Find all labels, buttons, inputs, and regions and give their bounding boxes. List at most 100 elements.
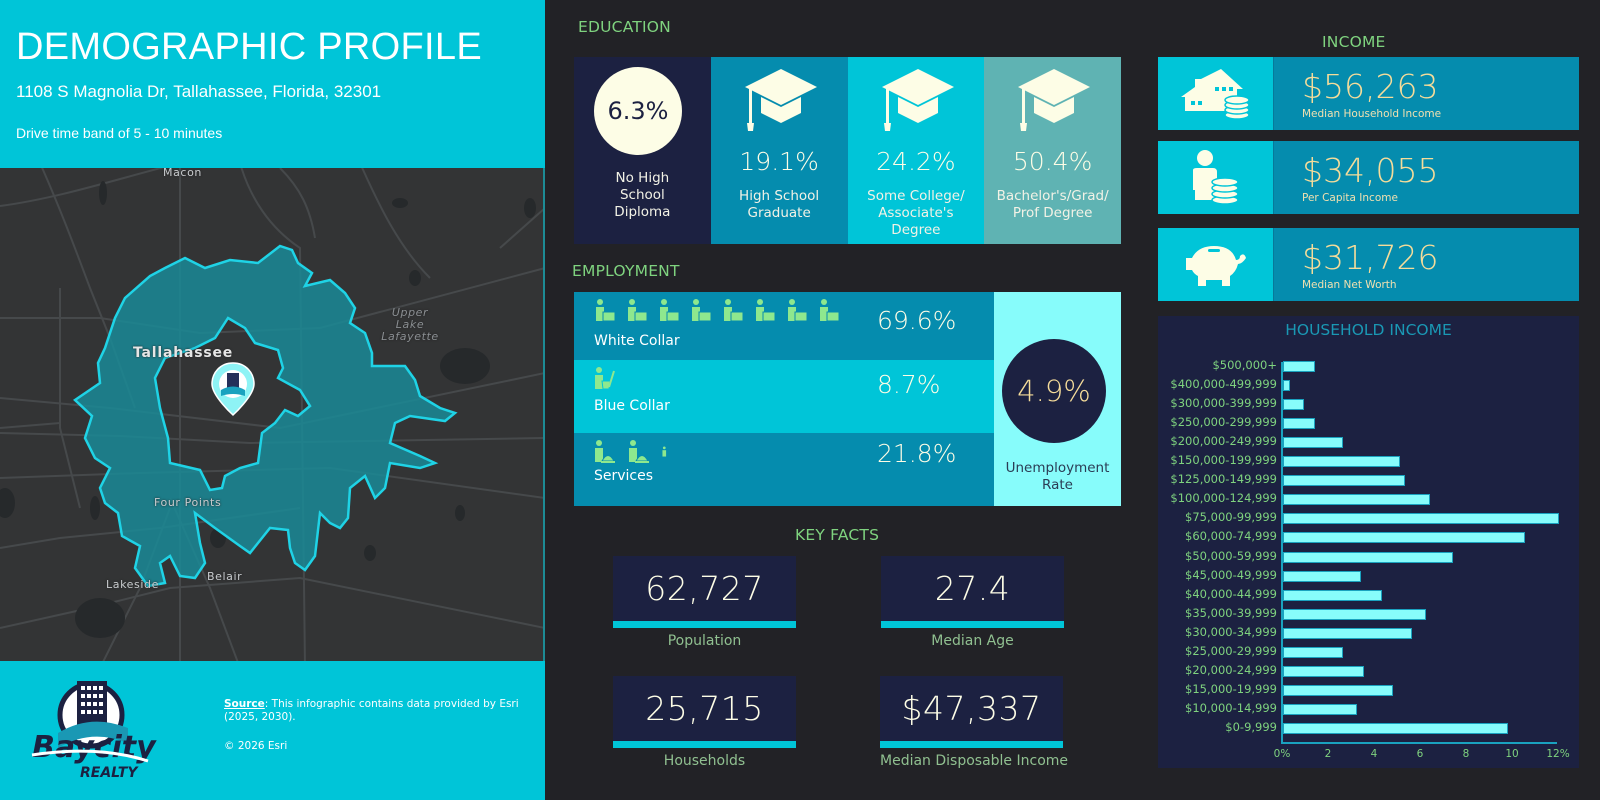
chart-category-label: $25,000-29,999 [1185, 643, 1277, 658]
office-worker-icon [756, 299, 776, 322]
chart-bar [1283, 665, 1364, 677]
blue-collar-icons [594, 367, 616, 391]
chart-bar [1283, 513, 1559, 525]
chart-bar [1283, 722, 1509, 734]
chart-x-tick: 4 [1370, 748, 1378, 760]
chart-bar-row: $10,000-14,999 [1158, 700, 1579, 719]
chart-category-label: $45,000-49,999 [1185, 567, 1277, 582]
page-title: DEMOGRAPHIC PROFILE [16, 26, 482, 68]
baycity-logo: Baycity REALTY [31, 681, 157, 781]
chart-bar-row: $100,000-124,999 [1158, 490, 1579, 509]
chart-y-axis [1281, 362, 1283, 743]
chart-x-tick: 8 [1462, 748, 1470, 760]
key-fact-median-age: 27.4 Median Age [881, 556, 1064, 649]
map-label-four-points: Four Points [154, 496, 222, 509]
chart-bar [1283, 570, 1362, 582]
chart-category-label: $400,000-499,999 [1170, 377, 1277, 392]
chart-bar [1283, 399, 1304, 411]
chart-x-tick: 10 [1505, 748, 1519, 760]
office-worker-icon [820, 299, 840, 322]
chart-category-label: $150,000-199,999 [1170, 453, 1277, 468]
chart-bar [1283, 437, 1343, 449]
chart-x-tick: 12% [1546, 748, 1570, 760]
service-worker-icon [595, 440, 615, 463]
chart-bar [1283, 532, 1525, 544]
chart-bar-row: $15,000-19,999 [1158, 681, 1579, 700]
chart-bar-row: $25,000-29,999 [1158, 643, 1579, 662]
chart-bar-row: $30,000-34,999 [1158, 624, 1579, 643]
chart-category-label: $60,000-74,999 [1185, 529, 1277, 544]
chart-bar [1283, 703, 1357, 715]
map-label-tallahassee: Tallahassee [133, 345, 234, 361]
chart-bar [1283, 551, 1454, 563]
graduation-cap-icon [881, 69, 954, 131]
chart-bar [1283, 361, 1316, 372]
education-title: EDUCATION [578, 18, 671, 36]
office-worker-icon [596, 299, 616, 322]
drive-time-band: Drive time band of 5 - 10 minutes [16, 125, 223, 141]
chart-category-label: $0-9,999 [1225, 719, 1277, 734]
household-income-chart: HOUSEHOLD INCOME $500,000+ $400,000-499,9… [1158, 316, 1579, 768]
chart-bar-row: $300,000-399,999 [1158, 395, 1579, 414]
chart-category-label: $300,000-399,999 [1170, 396, 1277, 411]
chart-x-tick: 0% [1273, 748, 1291, 760]
white-collar-icons [594, 299, 840, 323]
key-facts-title: KEY FACTS [795, 526, 880, 544]
map-canvas [0, 168, 543, 661]
office-worker-icon [628, 299, 648, 322]
service-worker-icon [629, 440, 649, 463]
service-worker-partial-icon [662, 446, 667, 457]
chart-category-label: $30,000-34,999 [1185, 624, 1277, 639]
chart-bar [1283, 475, 1405, 487]
chart-category-label: $75,000-99,999 [1185, 510, 1277, 525]
edu-bachelors: 50.4% Bachelor's/Grad/ Prof Degree [984, 57, 1121, 244]
graduation-cap-icon [744, 69, 817, 131]
chart-bar [1283, 380, 1290, 392]
chart-category-label: $500,000+ [1212, 358, 1277, 372]
chart-category-label: $15,000-19,999 [1185, 681, 1277, 696]
unemployment-rate: 4.9% Unemployment Rate [994, 292, 1121, 506]
graduation-cap-icon [1018, 69, 1091, 131]
chart-category-label: $250,000-299,999 [1170, 415, 1277, 430]
chart-bar [1283, 608, 1426, 620]
piggy-bank-icon [1185, 245, 1246, 286]
source-note: Source: This infographic contains data p… [224, 698, 519, 723]
map-label-macon: Macon [163, 168, 202, 179]
chart-bar-row: $40,000-44,999 [1158, 586, 1579, 605]
location-pin-icon [211, 362, 255, 417]
chart-bar-row: $45,000-49,999 [1158, 567, 1579, 586]
key-fact-households: 25,715 Households [613, 676, 796, 769]
map-label-upper-lake-lafayette: Upper Lake Lafayette [381, 306, 439, 343]
office-worker-icon [724, 299, 744, 322]
map[interactable]: Macon Tallahassee Upper Lake Lafayette F… [0, 168, 545, 661]
person-coins-icon [1192, 149, 1239, 205]
employment-services: Services 21.8% [574, 433, 994, 506]
income-per-capita: $34,055 Per Capita Income [1158, 141, 1579, 214]
source-link[interactable]: Source [224, 698, 265, 710]
left-panel: DEMOGRAPHIC PROFILE 1108 S Magnolia Dr, … [0, 0, 545, 800]
chart-bar-row: $150,000-199,999 [1158, 452, 1579, 471]
chart-x-tick: 2 [1324, 748, 1332, 760]
education-panel: 6.3% No High School Diploma 19.1% High S… [574, 57, 1121, 244]
chart-x-tick: 6 [1416, 748, 1424, 760]
income-median-net-worth: $31,726 Median Net Worth [1158, 228, 1579, 301]
office-worker-icon [692, 299, 712, 322]
chart-category-label: $100,000-124,999 [1170, 491, 1277, 506]
chart-x-axis [1281, 742, 1557, 744]
chart-category-label: $35,000-39,999 [1185, 605, 1277, 620]
chart-bar [1283, 684, 1394, 696]
chart-bar-row: $35,000-39,999 [1158, 605, 1579, 624]
chart-category-label: $40,000-44,999 [1185, 586, 1277, 601]
house-coins-icon [1180, 68, 1250, 119]
office-worker-icon [788, 299, 808, 322]
unemployment-rate-value: 4.9% [1002, 339, 1106, 443]
copyright: © 2026 Esri [224, 740, 288, 752]
chart-bar-row: $500,000+ [1158, 357, 1579, 376]
edu-high-school: 19.1% High School Graduate [710, 57, 848, 244]
edu-some-college: 24.2% Some College/ Associate's Degree [847, 57, 985, 244]
edu-no-diploma-circle: 6.3% [594, 67, 682, 155]
chart-bar [1283, 418, 1316, 430]
footer: Baycity REALTY Source: This infographic … [0, 661, 545, 800]
chart-category-label: $125,000-149,999 [1170, 472, 1277, 487]
chart-bar-row: $0-9,999 [1158, 719, 1579, 738]
